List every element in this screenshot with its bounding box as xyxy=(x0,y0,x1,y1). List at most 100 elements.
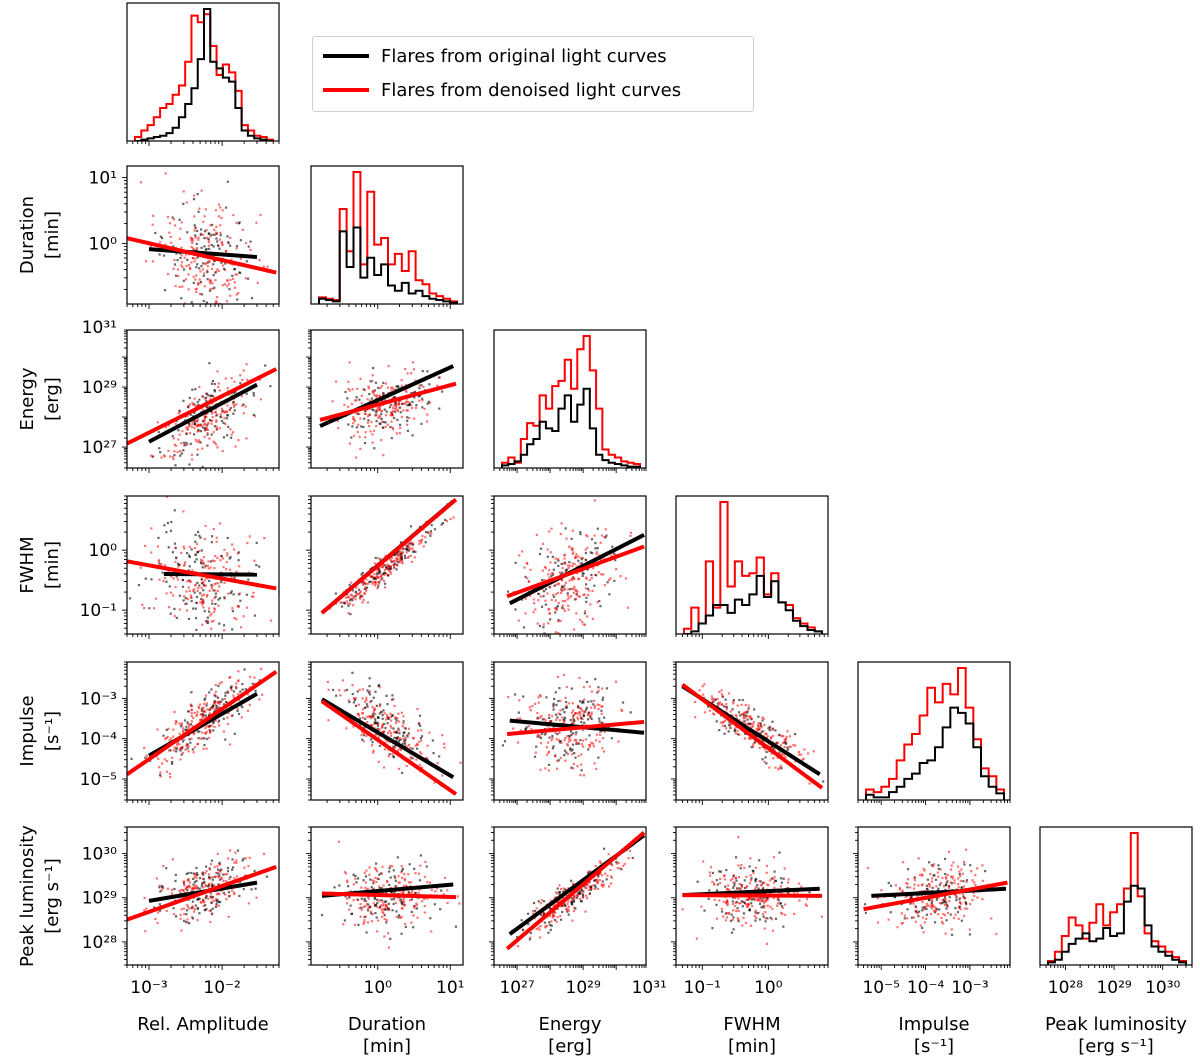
scatter-point-original xyxy=(167,546,170,549)
scatter-point-denoised xyxy=(358,906,361,910)
scatter-point-denoised xyxy=(616,862,619,865)
scatter-point-denoised xyxy=(579,713,582,716)
scatter-point-denoised xyxy=(215,897,218,900)
scatter-point-denoised xyxy=(402,902,405,905)
scatter-point-original xyxy=(189,723,193,726)
scatter-point-original xyxy=(399,738,402,741)
scatter-point-original xyxy=(212,720,215,723)
scatter-point-denoised xyxy=(619,575,622,578)
scatter-point-original xyxy=(195,866,198,870)
scatter-point-denoised xyxy=(350,594,354,597)
scatter-point-original xyxy=(367,691,370,694)
scatter-point-denoised xyxy=(235,861,238,864)
scatter-point-denoised xyxy=(566,743,569,746)
scatter-point-original xyxy=(200,246,203,249)
scatter-point-denoised xyxy=(327,688,330,691)
scatter-point-original xyxy=(190,548,193,551)
scatter-point-denoised xyxy=(234,273,237,276)
scatter-point-original xyxy=(210,223,214,227)
scatter-point-denoised xyxy=(393,704,396,708)
scatter-point-original xyxy=(389,937,392,940)
scatter-point-denoised xyxy=(187,745,190,748)
scatter-point-original xyxy=(236,709,239,712)
scatter-point-denoised xyxy=(367,385,370,388)
scatter-point-original xyxy=(363,897,366,900)
scatter-point-original xyxy=(378,581,381,584)
scatter-point-denoised xyxy=(203,272,206,275)
scatter-point-original xyxy=(394,402,397,405)
scatter-point-original xyxy=(196,907,199,910)
scatter-point-denoised xyxy=(201,737,204,740)
scatter-point-denoised xyxy=(235,273,239,276)
scatter-point-original xyxy=(200,228,203,231)
scatter-point-denoised xyxy=(365,589,368,593)
scatter-point-denoised xyxy=(217,203,221,206)
scatter-point-denoised xyxy=(576,704,580,707)
scatter-point-denoised xyxy=(590,576,593,579)
scatter-point-original xyxy=(725,706,728,709)
scatter-point-denoised xyxy=(232,548,236,551)
scatter-point-denoised xyxy=(215,231,218,234)
scatter-point-original xyxy=(198,897,201,900)
scatter-point-original xyxy=(186,889,189,892)
scatter-point-original xyxy=(387,717,390,720)
scatter-point-denoised xyxy=(559,532,562,536)
scatter-point-denoised xyxy=(552,705,555,708)
scatter-point-original xyxy=(158,903,161,906)
scatter-point-denoised xyxy=(246,541,249,545)
scatter-point-denoised xyxy=(560,578,563,582)
scatter-point-denoised xyxy=(426,897,429,900)
scatter-point-denoised xyxy=(397,737,400,740)
scatter-point-denoised xyxy=(193,876,196,879)
scatter-point-denoised xyxy=(181,266,184,269)
scatter-point-original xyxy=(226,866,230,870)
scatter-point-denoised xyxy=(419,751,422,754)
scatter-point-denoised xyxy=(347,387,350,391)
scatter-point-original xyxy=(232,391,236,394)
scatter-point-original xyxy=(583,612,587,615)
scatter-point-denoised xyxy=(217,604,220,607)
scatter-point-denoised xyxy=(391,426,394,429)
scatter-point-denoised xyxy=(812,750,815,753)
scatter-point-denoised xyxy=(548,569,551,572)
scatter-point-original xyxy=(409,525,413,528)
scatter-point-original xyxy=(387,564,390,567)
scatter-point-original xyxy=(631,856,634,860)
scatter-point-denoised xyxy=(572,722,575,725)
scatter-point-denoised xyxy=(187,273,190,276)
scatter-point-denoised xyxy=(567,604,570,608)
scatter-point-denoised xyxy=(215,296,219,299)
scatter-point-denoised xyxy=(564,736,567,740)
scatter-point-denoised xyxy=(582,594,585,597)
scatter-point-denoised xyxy=(233,404,236,407)
scatter-point-denoised xyxy=(181,751,185,755)
scatter-point-original xyxy=(596,873,600,876)
scatter-point-denoised xyxy=(528,706,531,709)
scatter-point-denoised xyxy=(412,905,416,908)
scatter-point-original xyxy=(396,418,399,421)
scatter-point-denoised xyxy=(252,595,255,598)
scatter-point-denoised xyxy=(540,899,544,902)
scatter-point-denoised xyxy=(211,326,213,328)
scatter-point-denoised xyxy=(167,424,170,427)
scatter-point-denoised xyxy=(617,740,620,743)
scatter-point-denoised xyxy=(694,716,697,719)
scatter-point-denoised xyxy=(237,679,240,682)
scatter-point-denoised xyxy=(170,575,173,578)
scatter-point-denoised xyxy=(215,695,218,698)
scatter-point-denoised xyxy=(188,881,192,884)
scatter-point-denoised xyxy=(231,607,234,610)
panel-frame xyxy=(126,826,280,966)
scatter-point-original xyxy=(232,690,235,693)
scatter-point-denoised xyxy=(585,894,588,897)
scatter-point-denoised xyxy=(365,582,368,585)
panel-energy-vs-amp xyxy=(122,329,280,473)
scatter-point-denoised xyxy=(194,226,197,230)
scatter-point-denoised xyxy=(378,414,381,417)
scatter-point-denoised xyxy=(409,746,412,750)
scatter-point-denoised xyxy=(210,876,214,879)
scatter-point-original xyxy=(373,447,376,450)
scatter-point-original xyxy=(557,699,560,703)
scatter-point-denoised xyxy=(539,902,542,905)
scatter-point-denoised xyxy=(172,749,176,752)
